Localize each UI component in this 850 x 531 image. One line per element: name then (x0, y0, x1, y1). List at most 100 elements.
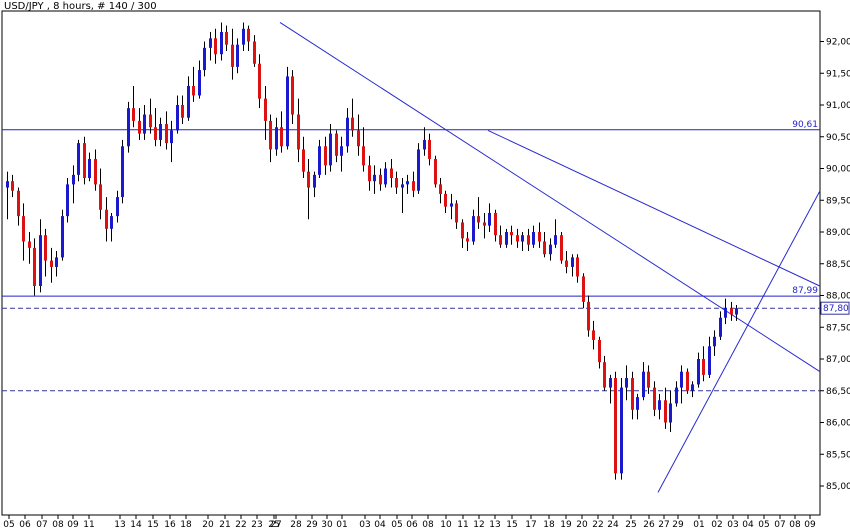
candle-body (658, 400, 661, 410)
candle-body (198, 70, 201, 96)
x-tick-label: 08 (422, 520, 434, 530)
candle-body (719, 317, 722, 337)
candle-body (455, 203, 458, 223)
candle-body (61, 216, 64, 258)
candle-body (631, 378, 634, 410)
candle-body (472, 216, 475, 242)
candle-body (647, 371, 650, 388)
x-tick-label: 05 (758, 520, 769, 530)
candle-body (527, 235, 530, 245)
chart-title: USD/JPY , 8 hours, # 140 / 300 (4, 1, 157, 12)
candle-body (176, 105, 179, 131)
candle-body (675, 387, 678, 404)
candle-body (269, 120, 272, 150)
x-tick-label: 10 (440, 520, 452, 530)
x-tick-label: 28 (290, 520, 302, 530)
candle-body (664, 400, 667, 423)
candle-body (450, 203, 453, 207)
candles (6, 22, 738, 480)
x-tick-label: 26 (643, 520, 655, 530)
candle-body (384, 168, 387, 185)
candle-body (318, 146, 321, 175)
candle-body (209, 38, 212, 48)
candle-body (17, 190, 20, 217)
candle-body (417, 149, 420, 191)
candle-body (242, 28, 245, 45)
y-tick-label: 86,50 (826, 387, 850, 397)
candle-body (55, 257, 58, 267)
y-tick-label: 90,50 (826, 133, 850, 143)
x-tick-label: 20 (576, 520, 588, 530)
candle-body (444, 193, 447, 207)
candle-body (286, 76, 289, 147)
candle-body (488, 212, 491, 226)
trendline (487, 129, 821, 287)
candle-body (406, 181, 409, 185)
candle-body (510, 232, 513, 236)
candle-body (6, 181, 9, 188)
candle-body (401, 184, 404, 188)
candle-body (77, 143, 80, 175)
candle-body (516, 235, 519, 242)
candle-body (702, 359, 705, 375)
candle-body (143, 114, 146, 134)
candle-body (357, 130, 360, 147)
candle-body (110, 216, 113, 229)
candle-body (291, 76, 294, 115)
candle-body (428, 139, 431, 159)
candle-body (214, 38, 217, 55)
candle-body (170, 130, 173, 144)
level-label: 87,99 (792, 286, 818, 296)
candle-body (592, 330, 595, 340)
candle-body (697, 359, 700, 385)
candle-body (127, 108, 130, 147)
candle-body (390, 168, 393, 179)
candle-body (423, 139, 426, 150)
candle-body (653, 387, 656, 410)
x-tick-label: 04 (374, 520, 386, 530)
x-tick-label: 06 (19, 520, 31, 530)
candle-body (28, 241, 31, 248)
y-tick-label: 85,00 (826, 482, 850, 492)
candle-body (165, 124, 168, 144)
x-tick-label: 29 (306, 520, 318, 530)
x-tick-label: 08 (789, 520, 801, 530)
candle-body (11, 181, 14, 191)
candle-body (335, 133, 338, 156)
y-tick-label: 90,00 (826, 165, 850, 175)
candle-body (532, 232, 535, 245)
candle-body (373, 174, 376, 182)
x-tick-label: 08 (52, 520, 64, 530)
x-tick-label: 23 (251, 520, 262, 530)
x-tick-label: 16 (164, 520, 176, 530)
candle-body (66, 184, 69, 217)
y-tick-label: 89,00 (826, 228, 850, 238)
candle-body (625, 378, 628, 388)
candle-body (494, 212, 497, 236)
candle-body (258, 63, 261, 99)
y-tick-label: 91,00 (826, 101, 850, 111)
candle-body (116, 197, 119, 217)
candle-body (560, 235, 563, 261)
candle-body (94, 158, 97, 185)
candle-body (44, 235, 47, 261)
candle-body (735, 308, 738, 315)
candle-body (614, 378, 617, 474)
candle-body (412, 181, 415, 191)
candle-body (603, 362, 606, 388)
candle-body (33, 247, 36, 286)
candle-body (72, 174, 75, 185)
candle-body (565, 260, 568, 267)
candle-body (379, 174, 382, 185)
x-tick-label: 09 (67, 520, 79, 530)
candle-body (538, 232, 541, 242)
x-tick-label: 07 (36, 520, 47, 530)
x-tick-label: 25 (625, 520, 636, 530)
x-tick-label: 27 (658, 520, 669, 530)
y-tick-label: 88,00 (826, 292, 850, 302)
candle-body (99, 184, 102, 210)
candle-body (307, 171, 310, 188)
x-tick-label: 15 (147, 520, 158, 530)
level-tag: 87,80 (823, 304, 849, 314)
candle-body (302, 149, 305, 172)
